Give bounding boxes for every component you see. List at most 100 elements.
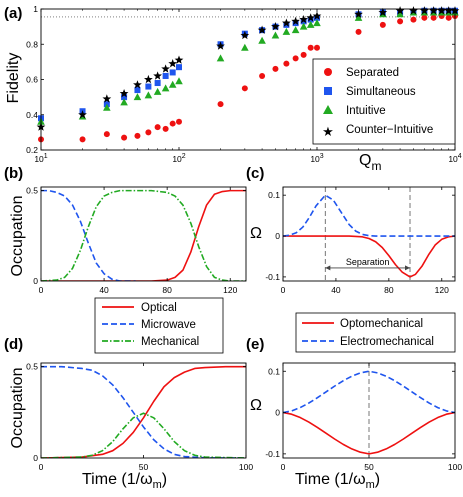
- legend-optomechanical: Optomechanical: [340, 318, 423, 330]
- a-point-counter-intuitive: [312, 11, 322, 20]
- a-point-counter-intuitive: [119, 89, 129, 98]
- a-point-separated: [300, 51, 307, 58]
- a-point-simultaneous: [121, 94, 128, 101]
- b-series-microwave: [41, 189, 136, 281]
- a-point-separated: [430, 14, 437, 21]
- b-ylabel: Occupation: [9, 196, 26, 277]
- a-point-separated: [421, 14, 428, 21]
- a-point-separated: [379, 21, 386, 28]
- a-point-intuitive: [133, 93, 142, 101]
- a-point-separated: [241, 85, 248, 92]
- a-point-separated: [272, 65, 279, 72]
- a-ylabel: Fidelity: [5, 53, 22, 104]
- e-series-optomechanical: [283, 411, 455, 455]
- b-ytick-label: 0.5: [26, 186, 38, 196]
- legend-electromechanical: Electromechanical: [340, 336, 434, 348]
- legend-microwave: Microwave: [141, 319, 196, 331]
- a-xlabel: Qm: [359, 152, 381, 173]
- a-point-separated: [162, 125, 169, 132]
- a-point-counter-intuitive: [161, 64, 170, 73]
- a-point-intuitive: [354, 13, 363, 21]
- b-series-mechanical: [41, 189, 246, 281]
- panel-b-plot: 0 40 80 120 0 0.5: [26, 186, 247, 295]
- a-point-simultaneous: [169, 69, 176, 76]
- panel-label-b: (b): [4, 165, 23, 182]
- a-point-intuitive: [168, 80, 177, 88]
- e-xlabel: Time (1/ωm): [295, 471, 380, 491]
- panel-d-plot: 0 50 100 0 0.5: [26, 362, 253, 472]
- legend-a-separated: Separated: [346, 67, 399, 79]
- a-point-intuitive: [216, 54, 225, 62]
- a-point-separated: [217, 101, 224, 108]
- a-point-counter-intuitive: [306, 13, 316, 22]
- c-xtick-label: 40: [331, 285, 341, 295]
- legend-mechanical: Mechanical: [141, 336, 199, 348]
- a-point-separated: [169, 120, 176, 127]
- panel-e-plot: 0 50 100-0.100.1: [265, 362, 462, 472]
- d-series-mechanical: [41, 412, 246, 458]
- a-point-counter-intuitive: [240, 30, 250, 40]
- a-point-separated: [445, 14, 452, 21]
- a-point-counter-intuitive: [153, 71, 162, 80]
- d-series-optical: [41, 365, 246, 458]
- a-point-intuitive: [144, 91, 153, 99]
- c-series-electromechanical: [283, 194, 455, 237]
- c-series-optomechanical: [283, 235, 455, 278]
- legend-optical: Optical: [141, 302, 177, 314]
- legend-marker-intuitive: [323, 105, 333, 114]
- a-point-separated: [103, 131, 110, 138]
- a-ytick-label: 1: [33, 4, 38, 14]
- a-point-separated: [134, 132, 141, 139]
- a-point-separated: [314, 44, 320, 51]
- legend-a-simultaneous: Simultaneous: [346, 86, 416, 98]
- panel-label-a: (a): [4, 5, 22, 22]
- a-point-counter-intuitive: [168, 59, 178, 68]
- a-point-intuitive: [282, 27, 291, 35]
- b-xtick-label: 40: [99, 285, 109, 295]
- a-xtick-label: 102: [172, 153, 185, 164]
- a-point-counter-intuitive: [144, 74, 153, 84]
- a-point-simultaneous: [134, 87, 141, 94]
- a-point-counter-intuitive: [174, 55, 184, 64]
- e-series-electromechanical: [283, 370, 455, 414]
- a-ytick-label: 0.8: [26, 39, 38, 49]
- e-ytick-label: 0: [275, 408, 280, 418]
- a-point-separated: [283, 60, 290, 67]
- d-xtick-label: 100: [239, 462, 253, 472]
- a-point-intuitive: [103, 103, 111, 111]
- a-point-simultaneous: [154, 80, 161, 87]
- a-point-separated: [176, 118, 182, 125]
- legend-coupling: Optomechanical Electromechanical: [295, 312, 456, 353]
- a-point-separated: [292, 55, 299, 62]
- a-point-intuitive: [241, 43, 249, 51]
- panel-label-e: (e): [246, 336, 264, 353]
- d-ylabel: Occupation: [9, 368, 26, 449]
- legend-marker-separated: [324, 68, 332, 76]
- a-point-counter-intuitive: [354, 9, 363, 19]
- a-point-counter-intuitive: [291, 16, 300, 26]
- c-ytick-label: -0.1: [265, 272, 280, 282]
- a-point-simultaneous: [176, 64, 182, 71]
- d-series-microwave: [41, 365, 246, 458]
- a-point-simultaneous: [145, 83, 152, 90]
- a-point-intuitive: [161, 84, 170, 92]
- a-point-counter-intuitive: [133, 80, 142, 89]
- legend-a: Separated Simultaneous Intuitive ★ Count…: [312, 58, 456, 145]
- d-plot-frame: [40, 362, 247, 459]
- a-point-intuitive: [313, 19, 321, 27]
- c-annotation-arrowhead-left: [325, 265, 331, 271]
- a-point-separated: [145, 129, 152, 136]
- e-ytick-label: 0.1: [268, 366, 280, 376]
- a-point-intuitive: [153, 87, 162, 95]
- d-xtick-label: 50: [139, 462, 149, 472]
- a-point-counter-intuitive: [257, 25, 267, 34]
- legend-a-intuitive: Intuitive: [346, 105, 386, 117]
- a-point-separated: [154, 124, 161, 131]
- a-point-counter-intuitive: [216, 41, 225, 50]
- a-point-separated: [355, 28, 362, 35]
- legend-marker-counter: ★: [322, 124, 334, 139]
- c-ylabel: Ω: [250, 225, 262, 242]
- a-point-intuitive: [258, 36, 266, 44]
